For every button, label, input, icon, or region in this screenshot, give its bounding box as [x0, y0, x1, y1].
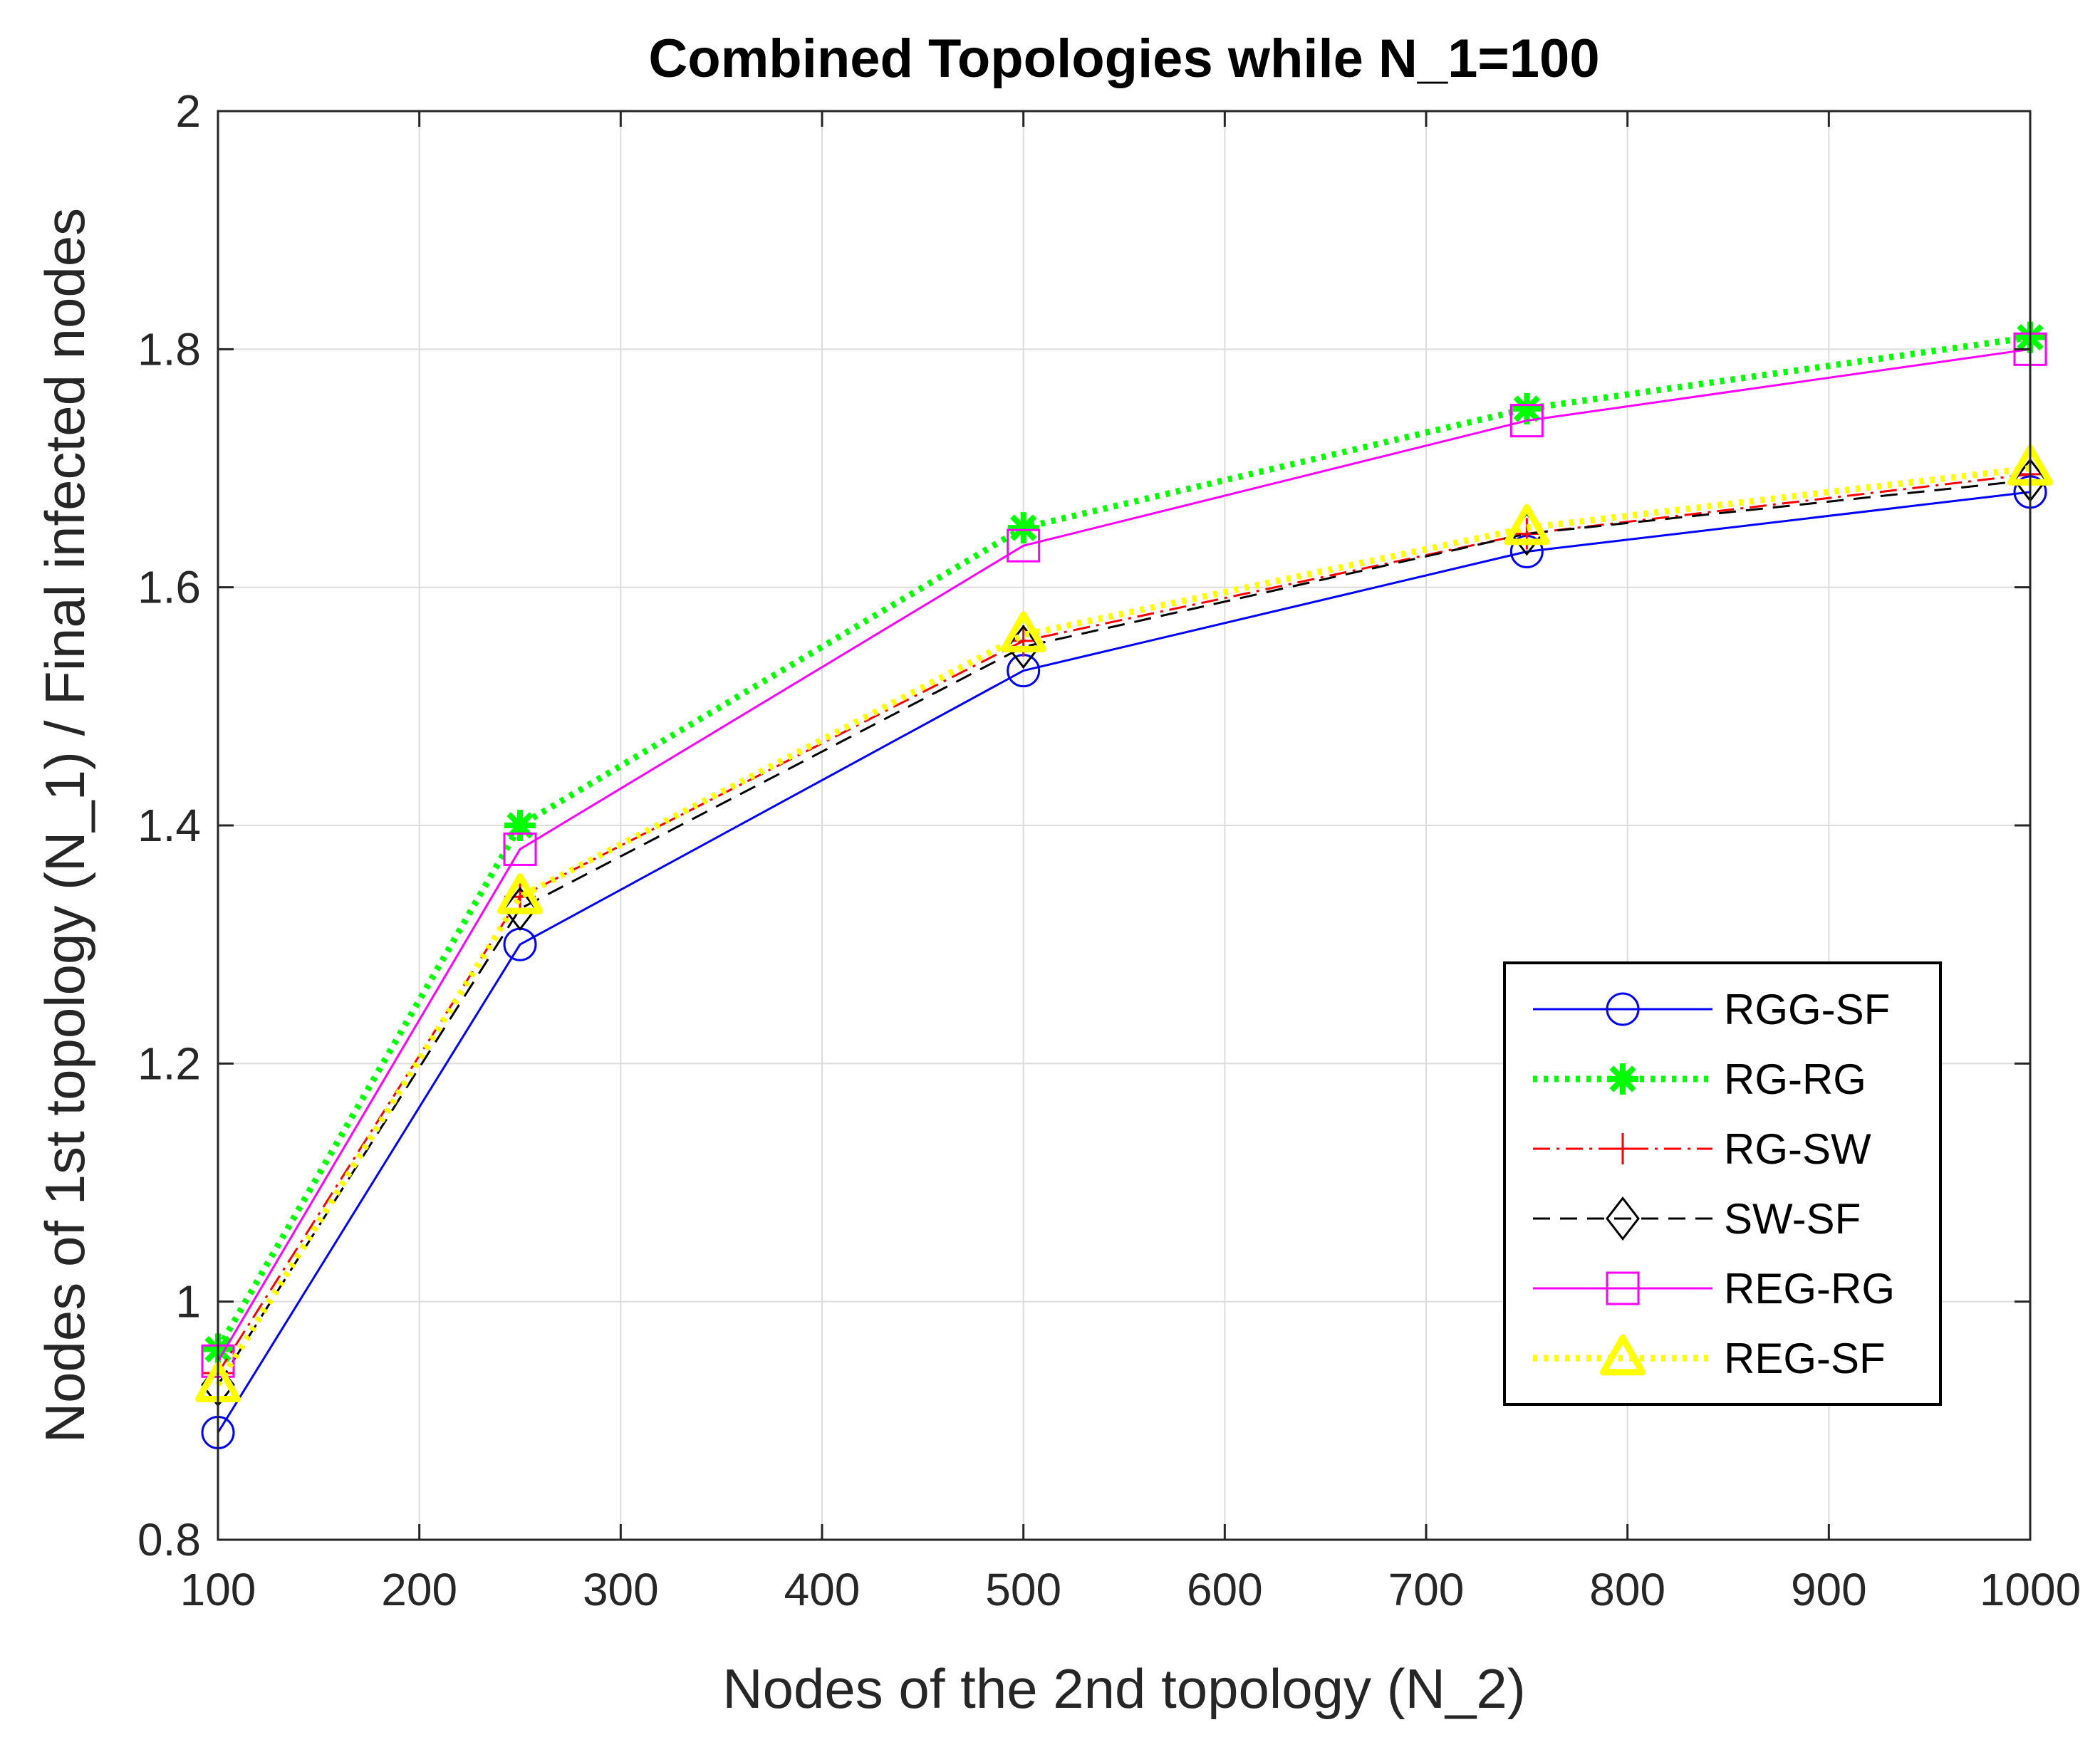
- chart-title: Combined Topologies while N_1=100: [648, 28, 1599, 89]
- data-point-marker: [1511, 392, 1543, 424]
- x-tick-label: 200: [381, 1564, 457, 1615]
- data-point-marker: [497, 873, 543, 914]
- data-point-marker: [503, 832, 537, 866]
- data-point-marker: [1509, 404, 1544, 438]
- data-point-marker: [1606, 992, 1640, 1026]
- legend-label: RG-SW: [1724, 1125, 1871, 1173]
- legend-entry-sw-sf: SW-SF: [1533, 1195, 1861, 1243]
- x-tick-label: 100: [180, 1564, 256, 1615]
- x-axis-label: Nodes of the 2nd topology (N_2): [722, 1657, 1525, 1720]
- y-tick-label: 0.8: [137, 1514, 201, 1565]
- legend: RGG-SF RG-RG RG-SW SW-SF REG-RG REG-SF: [1503, 961, 1942, 1406]
- data-point-marker: [1006, 625, 1041, 669]
- x-tick-label: 1000: [1980, 1564, 2081, 1615]
- data-point-marker: [1600, 1334, 1646, 1376]
- legend-entry-rg-sw: RG-SW: [1533, 1125, 1871, 1173]
- series-line: [217, 348, 2031, 1362]
- legend-entry-rg-rg: RG-RG: [1533, 1055, 1866, 1103]
- y-tick-label: 1: [175, 1276, 201, 1328]
- data-point-marker: [1007, 512, 1039, 544]
- x-tick-label: 400: [784, 1564, 861, 1615]
- data-point-marker: [1606, 1196, 1640, 1241]
- legend-label: SW-SF: [1724, 1195, 1861, 1243]
- x-tick-label: 900: [1791, 1564, 1867, 1615]
- ticks: 100 200 300 400 500 600 700 800 900 1000 0.8 1 1.2 1.…: [137, 85, 2081, 1615]
- x-tick-label: 800: [1589, 1564, 1665, 1615]
- legend-label: RG-RG: [1724, 1055, 1866, 1103]
- series-line: [217, 491, 2031, 1434]
- y-tick-label: 1.4: [137, 800, 201, 851]
- x-tick-label: 700: [1388, 1564, 1465, 1615]
- legend-box: [1503, 961, 1942, 1406]
- series-group: [195, 321, 2053, 1450]
- x-tick-label: 600: [1187, 1564, 1263, 1615]
- legend-entry-reg-rg: REG-RG: [1533, 1265, 1895, 1313]
- data-point-marker: [1607, 1063, 1638, 1095]
- x-tick-label: 500: [985, 1564, 1061, 1615]
- legend-entry-reg-sf: REG-SF: [1533, 1334, 1886, 1382]
- y-tick-label: 1.6: [137, 562, 201, 613]
- y-tick-label: 1.2: [137, 1038, 201, 1089]
- legend-entry-rgg-sf: RGG-SF: [1533, 986, 1890, 1033]
- legend-label: REG-SF: [1724, 1335, 1886, 1382]
- legend-label: RGG-SF: [1724, 986, 1890, 1033]
- data-point-marker: [1607, 1133, 1638, 1164]
- x-tick-label: 300: [583, 1564, 659, 1615]
- data-point-marker: [504, 810, 536, 841]
- data-point-marker: [1000, 611, 1046, 652]
- legend-label: REG-RG: [1724, 1265, 1895, 1313]
- data-point-marker: [1606, 1271, 1640, 1305]
- data-point-marker: [503, 886, 537, 932]
- y-tick-label: 2: [175, 85, 201, 137]
- series-line: [217, 479, 2031, 1386]
- data-point-marker: [1504, 504, 1550, 546]
- data-point-marker: [1007, 528, 1041, 563]
- y-axis-label: Nodes of 1st topology (N_1) / Final infe…: [33, 208, 96, 1443]
- y-tick-label: 1.8: [137, 323, 201, 375]
